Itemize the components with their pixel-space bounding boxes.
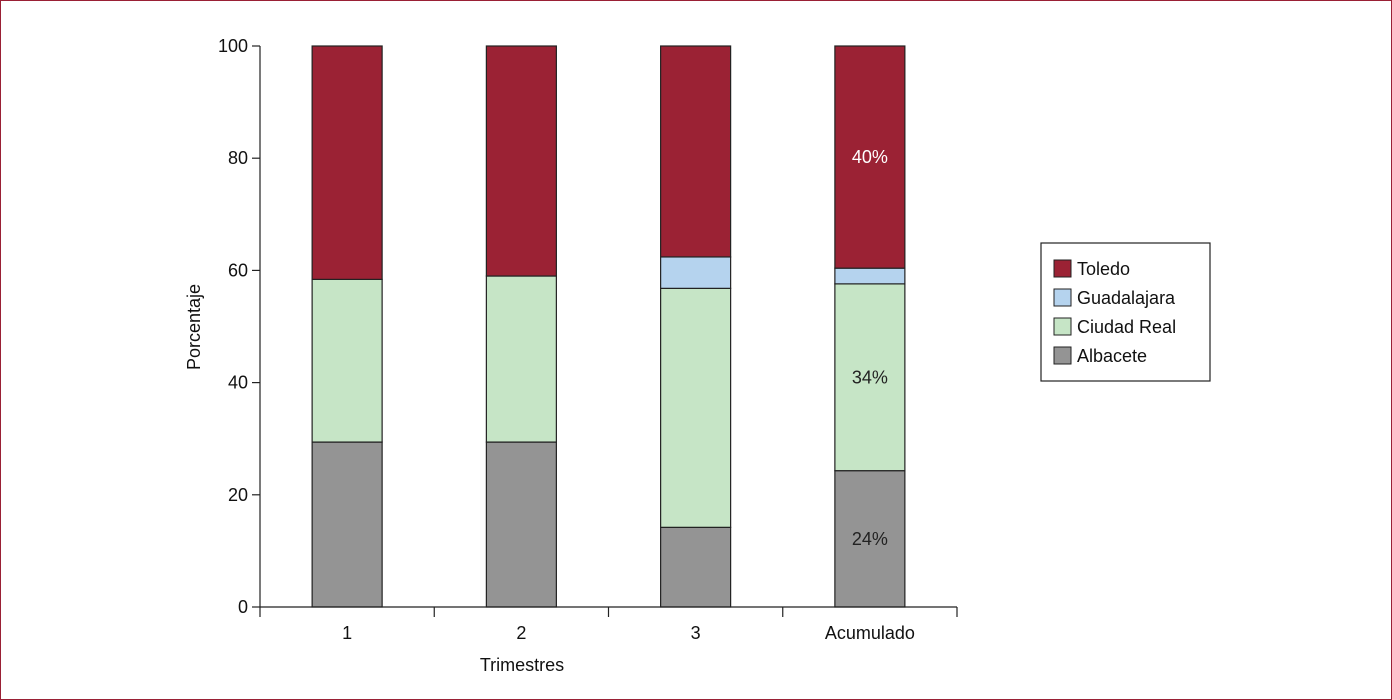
y-tick-label-20: 20: [228, 485, 248, 505]
legend-items: Toledo Guadalajara Ciudad Real Albacete: [1053, 259, 1176, 366]
data-labels-layer: 40% 34% 24%: [852, 147, 888, 549]
x-tick-label-acumulado: Acumulado: [825, 623, 915, 643]
legend-swatch-guadalajara: [1053, 288, 1072, 307]
legend-swatch-ciudad-real: [1053, 317, 1072, 336]
data-label-acumulado-toledo: 40%: [852, 147, 888, 167]
legend-label-toledo: Toledo: [1077, 259, 1130, 279]
data-label-acumulado-albacete: 24%: [852, 529, 888, 549]
bar-3-guadalajara: [660, 256, 732, 289]
legend: Toledo Guadalajara Ciudad Real Albacete: [1040, 242, 1211, 382]
bars-layer: [311, 45, 906, 608]
bar-1-toledo: [311, 45, 383, 280]
data-label-acumulado-ciudad-real: 34%: [852, 367, 888, 387]
y-tick-label-0: 0: [238, 597, 248, 617]
legend-swatch-toledo: [1053, 259, 1072, 278]
y-tick-label-60: 60: [228, 260, 248, 280]
legend-label-albacete: Albacete: [1077, 346, 1147, 366]
bar-1-albacete: [311, 441, 383, 608]
x-tick-label-3: 3: [691, 623, 701, 643]
bar-1-ciudad-real: [311, 278, 383, 443]
x-tick-label-2: 2: [516, 623, 526, 643]
y-tick-label-100: 100: [218, 36, 248, 56]
bar-acumulado-toledo: [834, 45, 906, 269]
legend-label-guadalajara: Guadalajara: [1077, 288, 1176, 308]
y-tick-label-40: 40: [228, 373, 248, 393]
axes-layer: 0 20 40 60 80 100 1 2 3 Acumulado: [218, 36, 958, 643]
legend-swatch-albacete: [1053, 346, 1072, 365]
legend-label-ciudad-real: Ciudad Real: [1077, 317, 1176, 337]
bar-acumulado-albacete: [834, 470, 906, 608]
bar-2-toledo: [485, 45, 557, 277]
x-axis-title: Trimestres: [480, 655, 564, 675]
bar-3-albacete: [660, 526, 732, 608]
bar-2-albacete: [485, 441, 557, 608]
x-tick-label-1: 1: [342, 623, 352, 643]
y-axis-title: Porcentaje: [184, 284, 204, 370]
y-tick-label-80: 80: [228, 148, 248, 168]
bar-acumulado-guadalajara: [834, 267, 906, 285]
bar-3-toledo: [660, 45, 732, 258]
bar-2-ciudad-real: [485, 275, 557, 443]
bar-3-ciudad-real: [660, 287, 732, 528]
